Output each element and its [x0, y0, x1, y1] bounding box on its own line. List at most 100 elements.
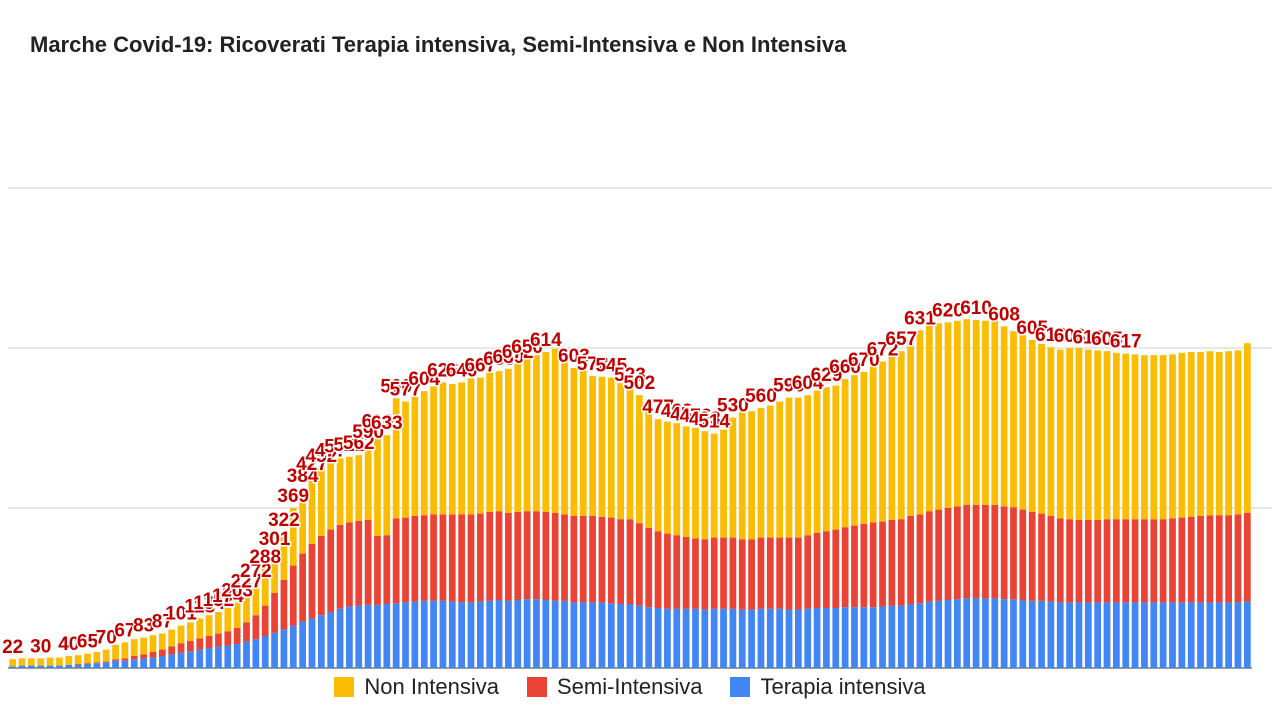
bar-non-intensiva: [907, 340, 914, 516]
bar-non-intensiva: [336, 458, 344, 525]
bar-terapia-intensiva: [56, 665, 63, 668]
bar-terapia-intensiva: [1113, 602, 1120, 668]
bar-semi-intensiva: [1225, 515, 1232, 603]
data-label: 614: [530, 330, 562, 351]
bar-non-intensiva: [617, 383, 625, 520]
bar-semi-intensiva: [383, 535, 391, 604]
bar-semi-intensiva: [448, 514, 456, 602]
bar-semi-intensiva: [701, 539, 709, 610]
bar-semi-intensiva: [1056, 518, 1064, 603]
bar-terapia-intensiva: [682, 608, 690, 668]
bar-non-intensiva: [495, 371, 503, 512]
bar-terapia-intensiva: [533, 599, 540, 668]
bar-semi-intensiva: [589, 516, 596, 603]
bar-terapia-intensiva: [271, 632, 278, 668]
bar-terapia-intensiva: [1094, 602, 1102, 668]
bar-non-intensiva: [46, 657, 54, 666]
data-label: 504: [324, 436, 356, 457]
bar-terapia-intensiva: [748, 609, 755, 668]
data-label: 476: [680, 406, 712, 427]
bar-terapia-intensiva: [448, 601, 456, 668]
bar-non-intensiva: [177, 625, 185, 644]
bar-semi-intensiva: [888, 520, 896, 606]
data-label: 384: [287, 466, 319, 487]
bar-semi-intensiva: [112, 659, 119, 661]
bar-terapia-intensiva: [823, 608, 830, 668]
bar-terapia-intensiva: [205, 648, 213, 668]
data-label: 40: [58, 634, 79, 655]
bar-non-intensiva: [140, 637, 147, 655]
bar-semi-intensiva: [785, 537, 793, 610]
bar-non-intensiva: [327, 462, 335, 530]
bar-non-intensiva: [28, 658, 35, 666]
bar-semi-intensiva: [495, 511, 503, 600]
bar-semi-intensiva: [299, 553, 306, 622]
bar-semi-intensiva: [158, 649, 166, 656]
bar-terapia-intensiva: [74, 664, 82, 668]
data-label: 118: [184, 596, 215, 617]
bar-semi-intensiva: [355, 520, 363, 606]
bar-terapia-intensiva: [1028, 600, 1036, 668]
bar-non-intensiva: [542, 352, 550, 512]
bar-terapia-intensiva: [888, 605, 896, 668]
bar-semi-intensiva: [907, 516, 914, 604]
bar-semi-intensiva: [149, 652, 157, 658]
bar-semi-intensiva: [533, 511, 540, 600]
bar-semi-intensiva: [682, 536, 690, 609]
bar-terapia-intensiva: [505, 600, 512, 668]
bar-terapia-intensiva: [1075, 602, 1083, 668]
legend-swatch-terapia-intensiva: [730, 677, 751, 697]
bar-semi-intensiva: [1122, 519, 1130, 603]
bar-semi-intensiva: [102, 661, 110, 663]
legend-item-non-intensiva[interactable]: Non Intensiva: [334, 674, 499, 700]
bar-terapia-intensiva: [476, 601, 484, 668]
data-label: 608: [988, 304, 1020, 325]
bar-non-intensiva: [851, 375, 858, 526]
bar-non-intensiva: [374, 433, 381, 536]
bar-terapia-intensiva: [720, 608, 727, 668]
bar-terapia-intensiva: [1206, 602, 1214, 668]
bar-semi-intensiva: [215, 633, 222, 647]
bar-semi-intensiva: [93, 662, 101, 664]
data-label: 322: [268, 510, 300, 531]
bar-non-intensiva: [1187, 352, 1195, 517]
bar-semi-intensiva: [813, 532, 821, 608]
bar-non-intensiva: [626, 387, 634, 520]
bar-non-intensiva: [1122, 353, 1130, 520]
bar-terapia-intensiva: [757, 608, 765, 668]
bar-non-intensiva: [1206, 351, 1214, 516]
bar-non-intensiva: [944, 322, 952, 508]
bar-terapia-intensiva: [65, 664, 73, 668]
bar-terapia-intensiva: [84, 664, 91, 668]
data-label: 227: [231, 572, 263, 593]
bar-terapia-intensiva: [1169, 602, 1176, 668]
bar-semi-intensiva: [1178, 517, 1186, 603]
bar-semi-intensiva: [1215, 515, 1223, 603]
bar-non-intensiva: [364, 444, 372, 520]
data-label: 631: [904, 308, 936, 329]
bar-non-intensiva: [1113, 352, 1120, 520]
bar-non-intensiva: [420, 391, 428, 516]
bar-non-intensiva: [701, 431, 709, 540]
bar-terapia-intensiva: [402, 602, 409, 668]
data-label: 633: [371, 413, 403, 434]
legend-item-terapia-intensiva[interactable]: Terapia intensiva: [730, 674, 926, 700]
bar-terapia-intensiva: [523, 599, 531, 668]
bar-terapia-intensiva: [1243, 601, 1251, 668]
bar-non-intensiva: [598, 376, 606, 517]
legend-item-semi-intensiva[interactable]: Semi-Intensiva: [526, 674, 702, 700]
bar-semi-intensiva: [925, 511, 933, 602]
bar-terapia-intensiva: [963, 598, 971, 668]
bar-non-intensiva: [271, 551, 278, 593]
bar-non-intensiva: [1010, 331, 1017, 508]
bar-terapia-intensiva: [972, 598, 980, 668]
bar-terapia-intensiva: [28, 665, 35, 668]
bar-semi-intensiva: [598, 516, 606, 603]
bar-semi-intensiva: [523, 511, 531, 600]
bar-semi-intensiva: [982, 504, 989, 599]
bar-non-intensiva: [897, 351, 905, 520]
bar-semi-intensiva: [261, 605, 269, 636]
bar-terapia-intensiva: [813, 608, 821, 668]
bar-terapia-intensiva: [495, 600, 503, 668]
bar-terapia-intensiva: [289, 625, 297, 668]
